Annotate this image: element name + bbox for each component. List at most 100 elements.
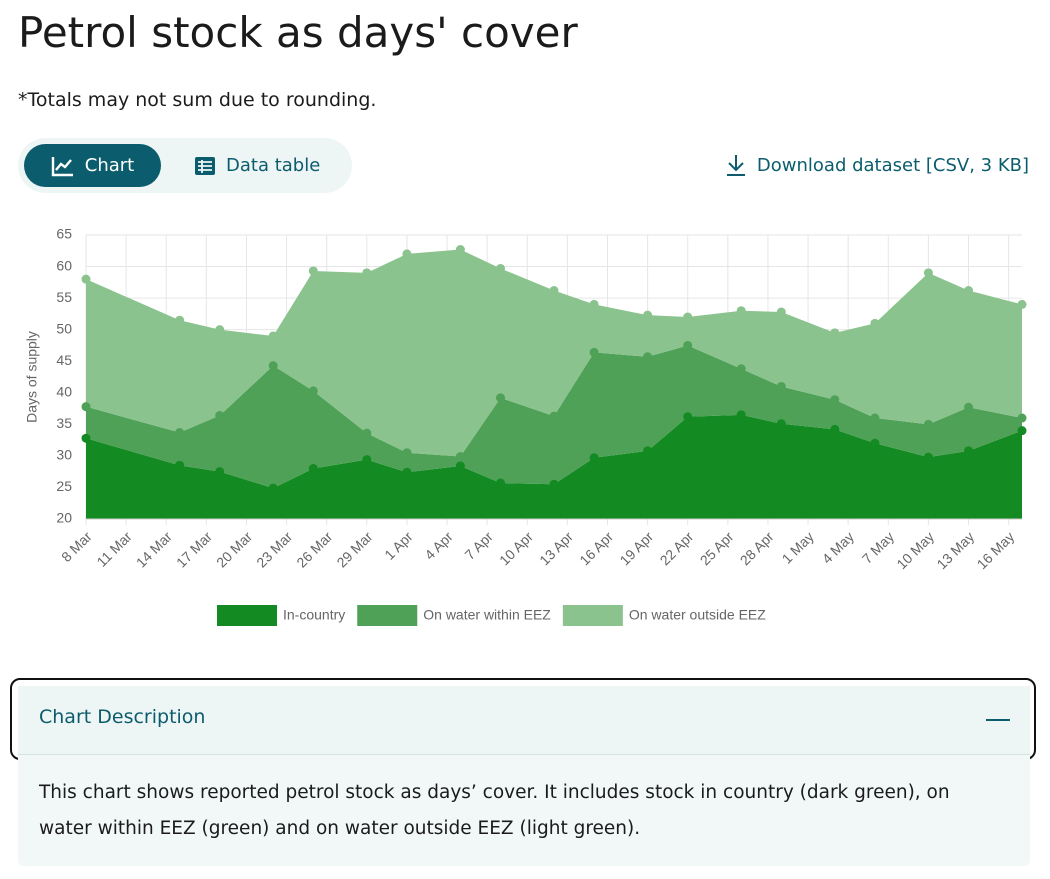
data-point: [1017, 299, 1027, 309]
y-tick-label: 35: [56, 415, 72, 431]
data-point: [776, 381, 786, 391]
chart-icon: [51, 156, 73, 176]
chart-tab[interactable]: Chart: [24, 144, 161, 187]
data-point: [308, 464, 318, 474]
table-tab[interactable]: Data table: [194, 144, 320, 187]
x-tick-label: 1 Apr: [381, 528, 416, 563]
x-tick-label: 28 Apr: [737, 528, 777, 568]
data-point: [402, 467, 412, 477]
y-tick-label: 60: [56, 257, 72, 273]
download-link[interactable]: Download dataset [CSV, 3 KB]: [725, 153, 1029, 177]
data-point: [362, 268, 372, 278]
y-tick-label: 20: [56, 510, 72, 526]
y-tick-label: 45: [56, 352, 72, 368]
data-point: [830, 328, 840, 338]
data-point: [643, 352, 653, 362]
x-tick-label: 16 Apr: [576, 528, 616, 568]
data-point: [549, 479, 559, 489]
legend-swatch: [562, 605, 623, 626]
data-point: [1017, 413, 1027, 423]
data-point: [830, 424, 840, 434]
data-point: [215, 467, 225, 477]
data-point: [308, 266, 318, 276]
legend-swatch: [217, 605, 277, 626]
view-tabs: Chart Data table: [18, 138, 352, 193]
data-point: [683, 340, 693, 350]
x-tick-label: 17 Mar: [173, 528, 215, 570]
data-point: [870, 438, 880, 448]
data-point: [643, 310, 653, 320]
legend-label: On water within EEZ: [423, 607, 551, 623]
x-tick-label: 26 Mar: [293, 528, 335, 570]
data-point: [683, 312, 693, 322]
data-point: [362, 455, 372, 465]
x-tick-label: 13 May: [933, 528, 977, 572]
y-tick-label: 25: [56, 478, 72, 494]
tab-label: Chart: [84, 155, 135, 176]
data-point: [268, 483, 278, 493]
accordion-body: This chart shows reported petrol stock a…: [18, 755, 1030, 866]
data-point: [496, 263, 506, 273]
x-tick-label: 10 Apr: [496, 528, 536, 568]
accordion-title: Chart Description: [39, 706, 206, 728]
note: *Totals may not sum due to rounding.: [18, 89, 377, 111]
data-point: [870, 318, 880, 328]
focus-outline: [10, 678, 1036, 760]
data-point: [496, 478, 506, 488]
data-point: [776, 419, 786, 429]
area: [86, 414, 1022, 519]
data-point: [268, 361, 278, 371]
tab-label: Data table: [226, 155, 321, 176]
legend-label: In-country: [283, 607, 345, 623]
data-point: [736, 410, 746, 420]
x-tick-label: 19 Apr: [616, 528, 656, 568]
legend-label: On water outside EEZ: [629, 607, 766, 623]
legend-swatch: [357, 605, 418, 626]
x-tick-label: 10 May: [893, 528, 937, 572]
collapse-icon: [986, 719, 1010, 721]
data-point: [643, 446, 653, 456]
x-tick-label: 20 Mar: [213, 528, 255, 570]
data-point: [589, 299, 599, 309]
data-point: [215, 325, 225, 335]
data-point: [589, 347, 599, 357]
data-point: [215, 410, 225, 420]
data-point: [268, 331, 278, 341]
data-point: [81, 402, 91, 412]
download-icon: [726, 155, 745, 176]
x-tick-label: 13 Apr: [536, 528, 576, 568]
x-tick-label: 4 Apr: [421, 528, 456, 563]
data-point: [81, 433, 91, 443]
data-point: [362, 428, 372, 438]
data-point: [683, 412, 693, 422]
data-point: [175, 460, 185, 470]
data-point: [1017, 426, 1027, 436]
data-point: [776, 307, 786, 317]
table-icon: [195, 156, 215, 175]
y-tick-label: 40: [56, 383, 72, 399]
data-point: [923, 419, 933, 429]
x-tick-label: 7 May: [859, 528, 897, 566]
x-tick-label: 29 Mar: [333, 528, 375, 570]
data-point: [923, 452, 933, 462]
data-point: [455, 452, 465, 462]
data-point: [496, 393, 506, 403]
data-point: [402, 249, 412, 259]
y-tick-label: 50: [56, 320, 72, 336]
page-title: Petrol stock as days' cover: [18, 8, 578, 57]
accordion-header[interactable]: Chart Description: [18, 686, 1030, 755]
x-tick-label: 25 Apr: [697, 528, 737, 568]
data-point: [964, 402, 974, 412]
data-point: [923, 268, 933, 278]
data-point: [455, 461, 465, 471]
data-point: [549, 411, 559, 421]
data-point: [455, 245, 465, 255]
x-tick-label: 14 Mar: [133, 528, 175, 570]
data-point: [549, 286, 559, 296]
data-point: [175, 315, 185, 325]
x-tick-label: 4 May: [819, 528, 857, 566]
plot-area: [86, 249, 1022, 519]
y-tick-label: 30: [56, 447, 72, 463]
data-point: [736, 364, 746, 374]
data-point: [964, 446, 974, 456]
